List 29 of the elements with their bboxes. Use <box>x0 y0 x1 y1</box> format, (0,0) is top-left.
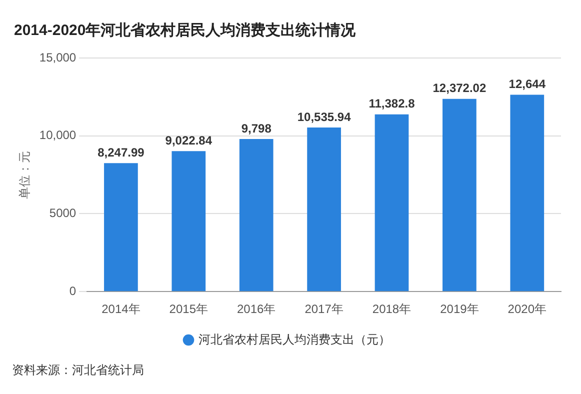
x-tick-label: 2015年 <box>169 302 208 316</box>
x-tick-label: 2020年 <box>508 302 546 316</box>
data-label: 11,382.8 <box>368 96 416 111</box>
y-axis-title: 单位：元 <box>18 150 32 199</box>
x-tick-label: 2019年 <box>440 302 479 316</box>
data-label: 8,247.99 <box>98 145 145 160</box>
legend-label: 河北省农村居民人均消费支出（元） <box>198 332 390 346</box>
data-label: 9,022.84 <box>165 133 212 148</box>
text: 资料来源：河北省统计局 <box>11 362 145 379</box>
bar <box>442 98 476 292</box>
data-label: 12,372.02 <box>432 81 486 96</box>
bar <box>374 114 409 292</box>
bar <box>172 151 206 292</box>
x-tick-label: 2014年 <box>102 302 140 316</box>
bar <box>510 94 544 292</box>
x-tick-label: 2017年 <box>304 302 344 316</box>
bar <box>307 128 341 292</box>
data-label: 10,535.94 <box>297 110 352 124</box>
x-tick-label: 2018年 <box>372 302 412 316</box>
y-tick-label: 10,000 <box>39 128 76 142</box>
chart-title: 2014-2020年河北省农村居民人均消费支出统计情况 <box>14 22 357 40</box>
bar <box>239 139 274 292</box>
bar <box>104 163 138 292</box>
x-tick-label: 2016年 <box>237 302 276 316</box>
data-label: 9,798 <box>241 121 272 136</box>
data-label: 12,644 <box>508 77 546 92</box>
y-tick-label: 15,000 <box>39 50 76 64</box>
y-tick-label: 5000 <box>49 206 76 220</box>
y-tick-label: 0 <box>69 284 76 298</box>
